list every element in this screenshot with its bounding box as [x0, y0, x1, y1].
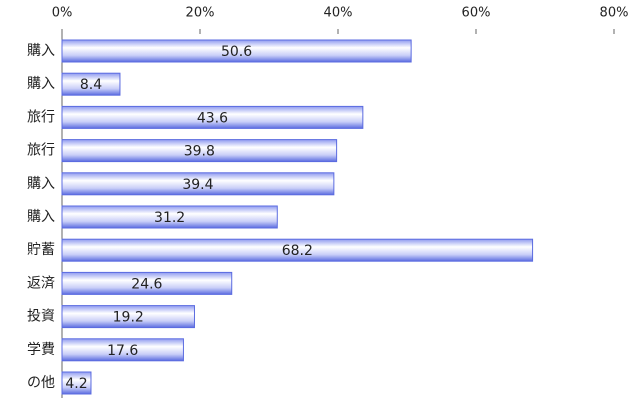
y-tick-label: 購入 [27, 209, 55, 225]
value-label: 68.2 [282, 243, 313, 259]
value-label: 43.6 [197, 110, 228, 126]
y-tick-label: 学費 [27, 342, 55, 358]
value-label: 19.2 [113, 310, 144, 326]
bar [61, 238, 534, 262]
bar [61, 205, 278, 229]
bar [61, 72, 121, 96]
value-label: 39.4 [182, 177, 213, 193]
x-tick-label: 60% [462, 6, 491, 21]
y-tick-label: 返済 [27, 275, 55, 291]
x-tick-label: 0% [52, 6, 73, 21]
bar [61, 338, 184, 362]
bar [61, 172, 335, 196]
x-tick-label: 20% [186, 6, 215, 21]
value-label: 4.2 [65, 376, 87, 392]
bar [61, 305, 195, 329]
value-label: 17.6 [107, 343, 138, 359]
value-label: 31.2 [154, 210, 185, 226]
y-tick-label: 投資 [27, 309, 55, 325]
bar [61, 39, 412, 63]
y-tick-label: 購入 [27, 176, 55, 192]
x-tick-label: 40% [324, 6, 353, 21]
value-label: 24.6 [131, 276, 162, 292]
bar [61, 139, 338, 163]
value-label: 8.4 [80, 77, 102, 93]
y-tick-label: の他 [27, 375, 55, 391]
y-tick-label: 旅行 [27, 109, 55, 125]
value-label: 50.6 [221, 44, 252, 60]
x-tick-label: 80% [600, 6, 629, 21]
y-tick-label: 購入 [27, 43, 55, 59]
y-tick-label: 旅行 [27, 143, 55, 159]
y-tick-label: 貯蓄 [27, 242, 55, 258]
bar [61, 371, 92, 395]
bar [61, 271, 233, 295]
value-label: 39.8 [184, 144, 215, 160]
y-tick-label: 購入 [27, 76, 55, 92]
bar [61, 105, 364, 129]
